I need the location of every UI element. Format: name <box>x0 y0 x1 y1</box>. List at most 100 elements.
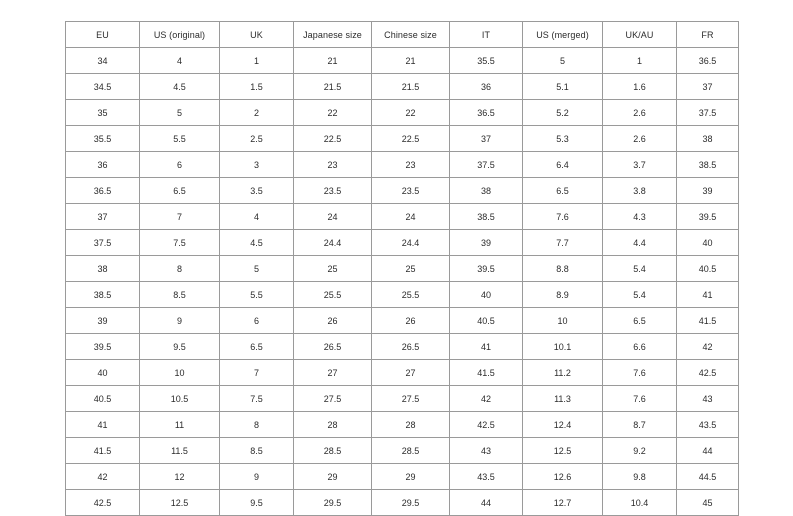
table-cell: 6 <box>139 151 220 178</box>
table-cell: 4.4 <box>602 229 677 256</box>
shoe-size-conversion-table-container: EU US (original) UK Japanese size Chinese si… <box>65 21 739 516</box>
table-cell: 37.5 <box>676 99 739 126</box>
table-cell: 38.5 <box>676 151 739 178</box>
table-row: 36.5 6.5 3.5 23.5 23.5 38 6.5 3.8 39 <box>65 177 739 204</box>
table-row: 35.5 5.5 2.5 22.5 22.5 37 5.3 2.6 38 <box>65 125 739 152</box>
table-row: 41.5 11.5 8.5 28.5 28.5 43 12.5 9.2 44 <box>65 437 739 464</box>
table-cell: 44 <box>449 489 523 516</box>
table-row: 40 10 7 27 27 41.5 11.2 7.6 42.5 <box>65 359 739 386</box>
table-cell: 26 <box>371 307 450 334</box>
table-cell: 36.5 <box>65 177 140 204</box>
table-cell: 22 <box>371 99 450 126</box>
table-header: EU US (original) UK Japanese size Chinese si… <box>65 21 739 48</box>
table-header-row: EU US (original) UK Japanese size Chinese si… <box>65 21 739 48</box>
table-cell: 36.5 <box>449 99 523 126</box>
table-cell: 9.2 <box>602 437 677 464</box>
table-cell: 23 <box>293 151 372 178</box>
table-cell: 12.4 <box>522 411 603 438</box>
table-cell: 4.5 <box>139 73 220 100</box>
table-cell: 26.5 <box>371 333 450 360</box>
column-header: Chinese size <box>371 21 450 48</box>
table-cell: 25 <box>371 255 450 282</box>
table-row: 37 7 4 24 24 38.5 7.6 4.3 39.5 <box>65 203 739 230</box>
column-header: EU <box>65 21 140 48</box>
table-cell: 5 <box>139 99 220 126</box>
shoe-size-conversion-table: EU US (original) UK Japanese size Chinese si… <box>65 21 739 516</box>
column-header: UK <box>219 21 294 48</box>
table-cell: 7.7 <box>522 229 603 256</box>
table-cell: 3 <box>219 151 294 178</box>
table-cell: 39 <box>676 177 739 204</box>
table-cell: 21.5 <box>371 73 450 100</box>
table-cell: 28 <box>371 411 450 438</box>
table-cell: 43.5 <box>449 463 523 490</box>
table-cell: 36 <box>65 151 140 178</box>
table-cell: 6.5 <box>522 177 603 204</box>
table-cell: 5.3 <box>522 125 603 152</box>
table-cell: 42.5 <box>449 411 523 438</box>
table-cell: 39.5 <box>449 255 523 282</box>
table-cell: 41.5 <box>449 359 523 386</box>
table-cell: 5.5 <box>219 281 294 308</box>
table-row: 38.5 8.5 5.5 25.5 25.5 40 8.9 5.4 41 <box>65 281 739 308</box>
table-cell: 6 <box>219 307 294 334</box>
table-cell: 37 <box>65 203 140 230</box>
table-cell: 40 <box>676 229 739 256</box>
table-cell: 40.5 <box>449 307 523 334</box>
table-cell: 39.5 <box>65 333 140 360</box>
table-cell: 7.6 <box>602 385 677 412</box>
table-cell: 39.5 <box>676 203 739 230</box>
table-cell: 9.8 <box>602 463 677 490</box>
table-cell: 2.6 <box>602 125 677 152</box>
table-cell: 6.5 <box>139 177 220 204</box>
table-cell: 4 <box>139 47 220 74</box>
table-cell: 5.4 <box>602 255 677 282</box>
table-cell: 10.4 <box>602 489 677 516</box>
table-row: 36 6 3 23 23 37.5 6.4 3.7 38.5 <box>65 151 739 178</box>
column-header: Japanese size <box>293 21 372 48</box>
column-header: US (original) <box>139 21 220 48</box>
table-cell: 38 <box>65 255 140 282</box>
table-cell: 23 <box>371 151 450 178</box>
table-cell: 1.5 <box>219 73 294 100</box>
table-cell: 29.5 <box>371 489 450 516</box>
table-cell: 42 <box>676 333 739 360</box>
table-cell: 11.2 <box>522 359 603 386</box>
table-cell: 6.5 <box>602 307 677 334</box>
table-row: 39 9 6 26 26 40.5 10 6.5 41.5 <box>65 307 739 334</box>
table-cell: 40 <box>65 359 140 386</box>
table-cell: 1 <box>602 47 677 74</box>
table-cell: 3.5 <box>219 177 294 204</box>
table-cell: 8.7 <box>602 411 677 438</box>
table-cell: 37.5 <box>65 229 140 256</box>
table-cell: 26 <box>293 307 372 334</box>
table-cell: 38 <box>449 177 523 204</box>
table-cell: 10.1 <box>522 333 603 360</box>
table-cell: 2.5 <box>219 125 294 152</box>
table-cell: 37 <box>676 73 739 100</box>
table-cell: 11 <box>139 411 220 438</box>
table-cell: 23.5 <box>371 177 450 204</box>
table-cell: 27.5 <box>293 385 372 412</box>
table-cell: 26.5 <box>293 333 372 360</box>
table-cell: 22.5 <box>293 125 372 152</box>
table-cell: 24.4 <box>371 229 450 256</box>
table-cell: 9.5 <box>139 333 220 360</box>
table-cell: 28 <box>293 411 372 438</box>
table-cell: 24 <box>293 203 372 230</box>
table-cell: 39 <box>449 229 523 256</box>
table-cell: 40 <box>449 281 523 308</box>
table-row: 41 11 8 28 28 42.5 12.4 8.7 43.5 <box>65 411 739 438</box>
table-cell: 27 <box>371 359 450 386</box>
table-cell: 44 <box>676 437 739 464</box>
table-cell: 12.6 <box>522 463 603 490</box>
table-cell: 41.5 <box>676 307 739 334</box>
table-cell: 29 <box>371 463 450 490</box>
table-cell: 3.8 <box>602 177 677 204</box>
table-cell: 42 <box>449 385 523 412</box>
table-row: 38 8 5 25 25 39.5 8.8 5.4 40.5 <box>65 255 739 282</box>
table-cell: 10.5 <box>139 385 220 412</box>
table-cell: 38.5 <box>449 203 523 230</box>
table-cell: 27.5 <box>371 385 450 412</box>
table-cell: 12.5 <box>139 489 220 516</box>
